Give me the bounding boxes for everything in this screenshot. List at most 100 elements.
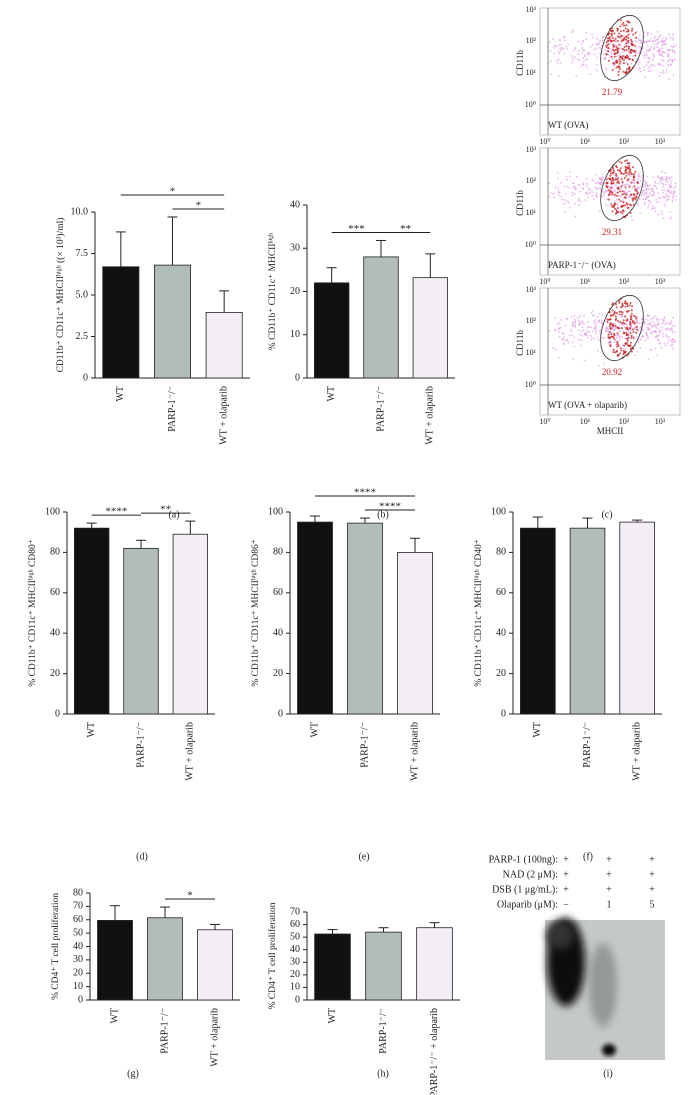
- event-dot: [612, 302, 614, 305]
- event-dot: [614, 212, 617, 215]
- event-dot: [674, 182, 677, 185]
- event-dot: [656, 38, 659, 41]
- event-dot: [620, 37, 622, 40]
- event-dot: [623, 344, 626, 347]
- sample-label: WT (OVA): [548, 120, 588, 130]
- event-dot: [572, 323, 575, 326]
- event-dot: [614, 315, 617, 318]
- y-tick-label: 20: [290, 969, 300, 980]
- event-dot: [643, 65, 646, 68]
- event-dot: [607, 328, 609, 331]
- y-tick-label: 40: [496, 627, 506, 638]
- event-dot: [619, 190, 621, 193]
- event-dot: [577, 329, 580, 332]
- event-dot: [637, 52, 640, 54]
- blot-lane-value: −: [563, 899, 569, 910]
- event-dot: [657, 63, 660, 66]
- blot-lane-value: +: [649, 854, 655, 865]
- event-dot: [652, 40, 654, 42]
- event-dot: [669, 210, 672, 213]
- event-dot: [614, 176, 617, 179]
- event-dot: [594, 322, 597, 325]
- event-dot: [665, 68, 668, 71]
- event-dot: [605, 191, 608, 193]
- event-dot: [660, 47, 663, 49]
- event-dot: [595, 330, 597, 333]
- event-dot: [637, 63, 640, 66]
- event-dot: [656, 327, 658, 330]
- event-dot: [619, 347, 622, 350]
- event-dot: [657, 36, 660, 39]
- event-dot: [579, 65, 582, 67]
- event-dot: [653, 323, 656, 325]
- event-dot: [557, 190, 560, 192]
- event-dot: [621, 57, 624, 60]
- event-dot: [605, 185, 608, 187]
- event-dot: [667, 322, 670, 324]
- event-dot: [672, 347, 674, 350]
- event-dot: [585, 38, 587, 40]
- event-dot: [597, 350, 599, 352]
- event-dot: [618, 300, 621, 302]
- event-dot: [581, 52, 584, 55]
- event-dot: [646, 32, 649, 35]
- event-dot: [648, 194, 651, 197]
- event-dot: [624, 27, 627, 30]
- event-dot: [625, 319, 628, 322]
- event-dot: [613, 32, 616, 35]
- event-dot: [639, 212, 641, 215]
- event-dot: [619, 171, 622, 174]
- event-dot: [608, 36, 611, 38]
- event-dot: [616, 49, 619, 52]
- event-dot: [585, 334, 588, 337]
- y-tick-label: 10⁰: [525, 240, 536, 249]
- event-dot: [608, 325, 611, 328]
- event-dot: [599, 188, 602, 191]
- event-dot: [631, 321, 634, 324]
- event-dot: [568, 186, 571, 189]
- event-dot: [592, 198, 595, 201]
- event-dot: [626, 63, 629, 66]
- event-dot: [583, 60, 585, 63]
- event-dot: [610, 29, 613, 32]
- event-dot: [648, 314, 650, 317]
- event-dot: [671, 200, 674, 203]
- event-dot: [605, 328, 608, 331]
- event-dot: [577, 53, 580, 56]
- event-dot: [651, 326, 654, 329]
- event-dot: [637, 186, 639, 189]
- event-dot: [615, 174, 618, 177]
- event-dot: [581, 187, 584, 190]
- event-dot: [608, 32, 611, 35]
- event-dot: [626, 55, 629, 58]
- event-dot: [618, 169, 621, 172]
- event-dot: [618, 335, 621, 337]
- event-dot: [557, 323, 559, 326]
- event-dot: [593, 53, 596, 56]
- event-dot: [608, 342, 610, 345]
- event-dot: [620, 316, 623, 318]
- event-dot: [673, 340, 675, 343]
- event-dot: [618, 43, 620, 46]
- event-dot: [590, 336, 593, 339]
- event-dot: [627, 30, 630, 33]
- event-dot: [580, 330, 583, 333]
- event-dot: [652, 176, 655, 179]
- event-dot: [636, 316, 639, 319]
- event-dot: [631, 49, 634, 52]
- event-dot: [648, 70, 650, 73]
- event-dot: [650, 318, 653, 321]
- y-tick-label: 0: [295, 372, 300, 383]
- event-dot: [628, 50, 631, 53]
- panel-label: (e): [358, 851, 369, 862]
- event-dot: [612, 52, 615, 55]
- flow-plot-frame: [539, 147, 681, 276]
- event-dot: [609, 322, 612, 324]
- event-dot: [564, 325, 567, 327]
- event-dot: [646, 44, 649, 47]
- y-axis-label: % CD11b⁺ CD11c⁺ MHCIIʰⁱᵍʰ: [267, 233, 278, 350]
- event-dot: [568, 334, 571, 337]
- event-dot: [577, 317, 579, 319]
- event-dot: [619, 68, 621, 70]
- event-dot: [655, 317, 658, 319]
